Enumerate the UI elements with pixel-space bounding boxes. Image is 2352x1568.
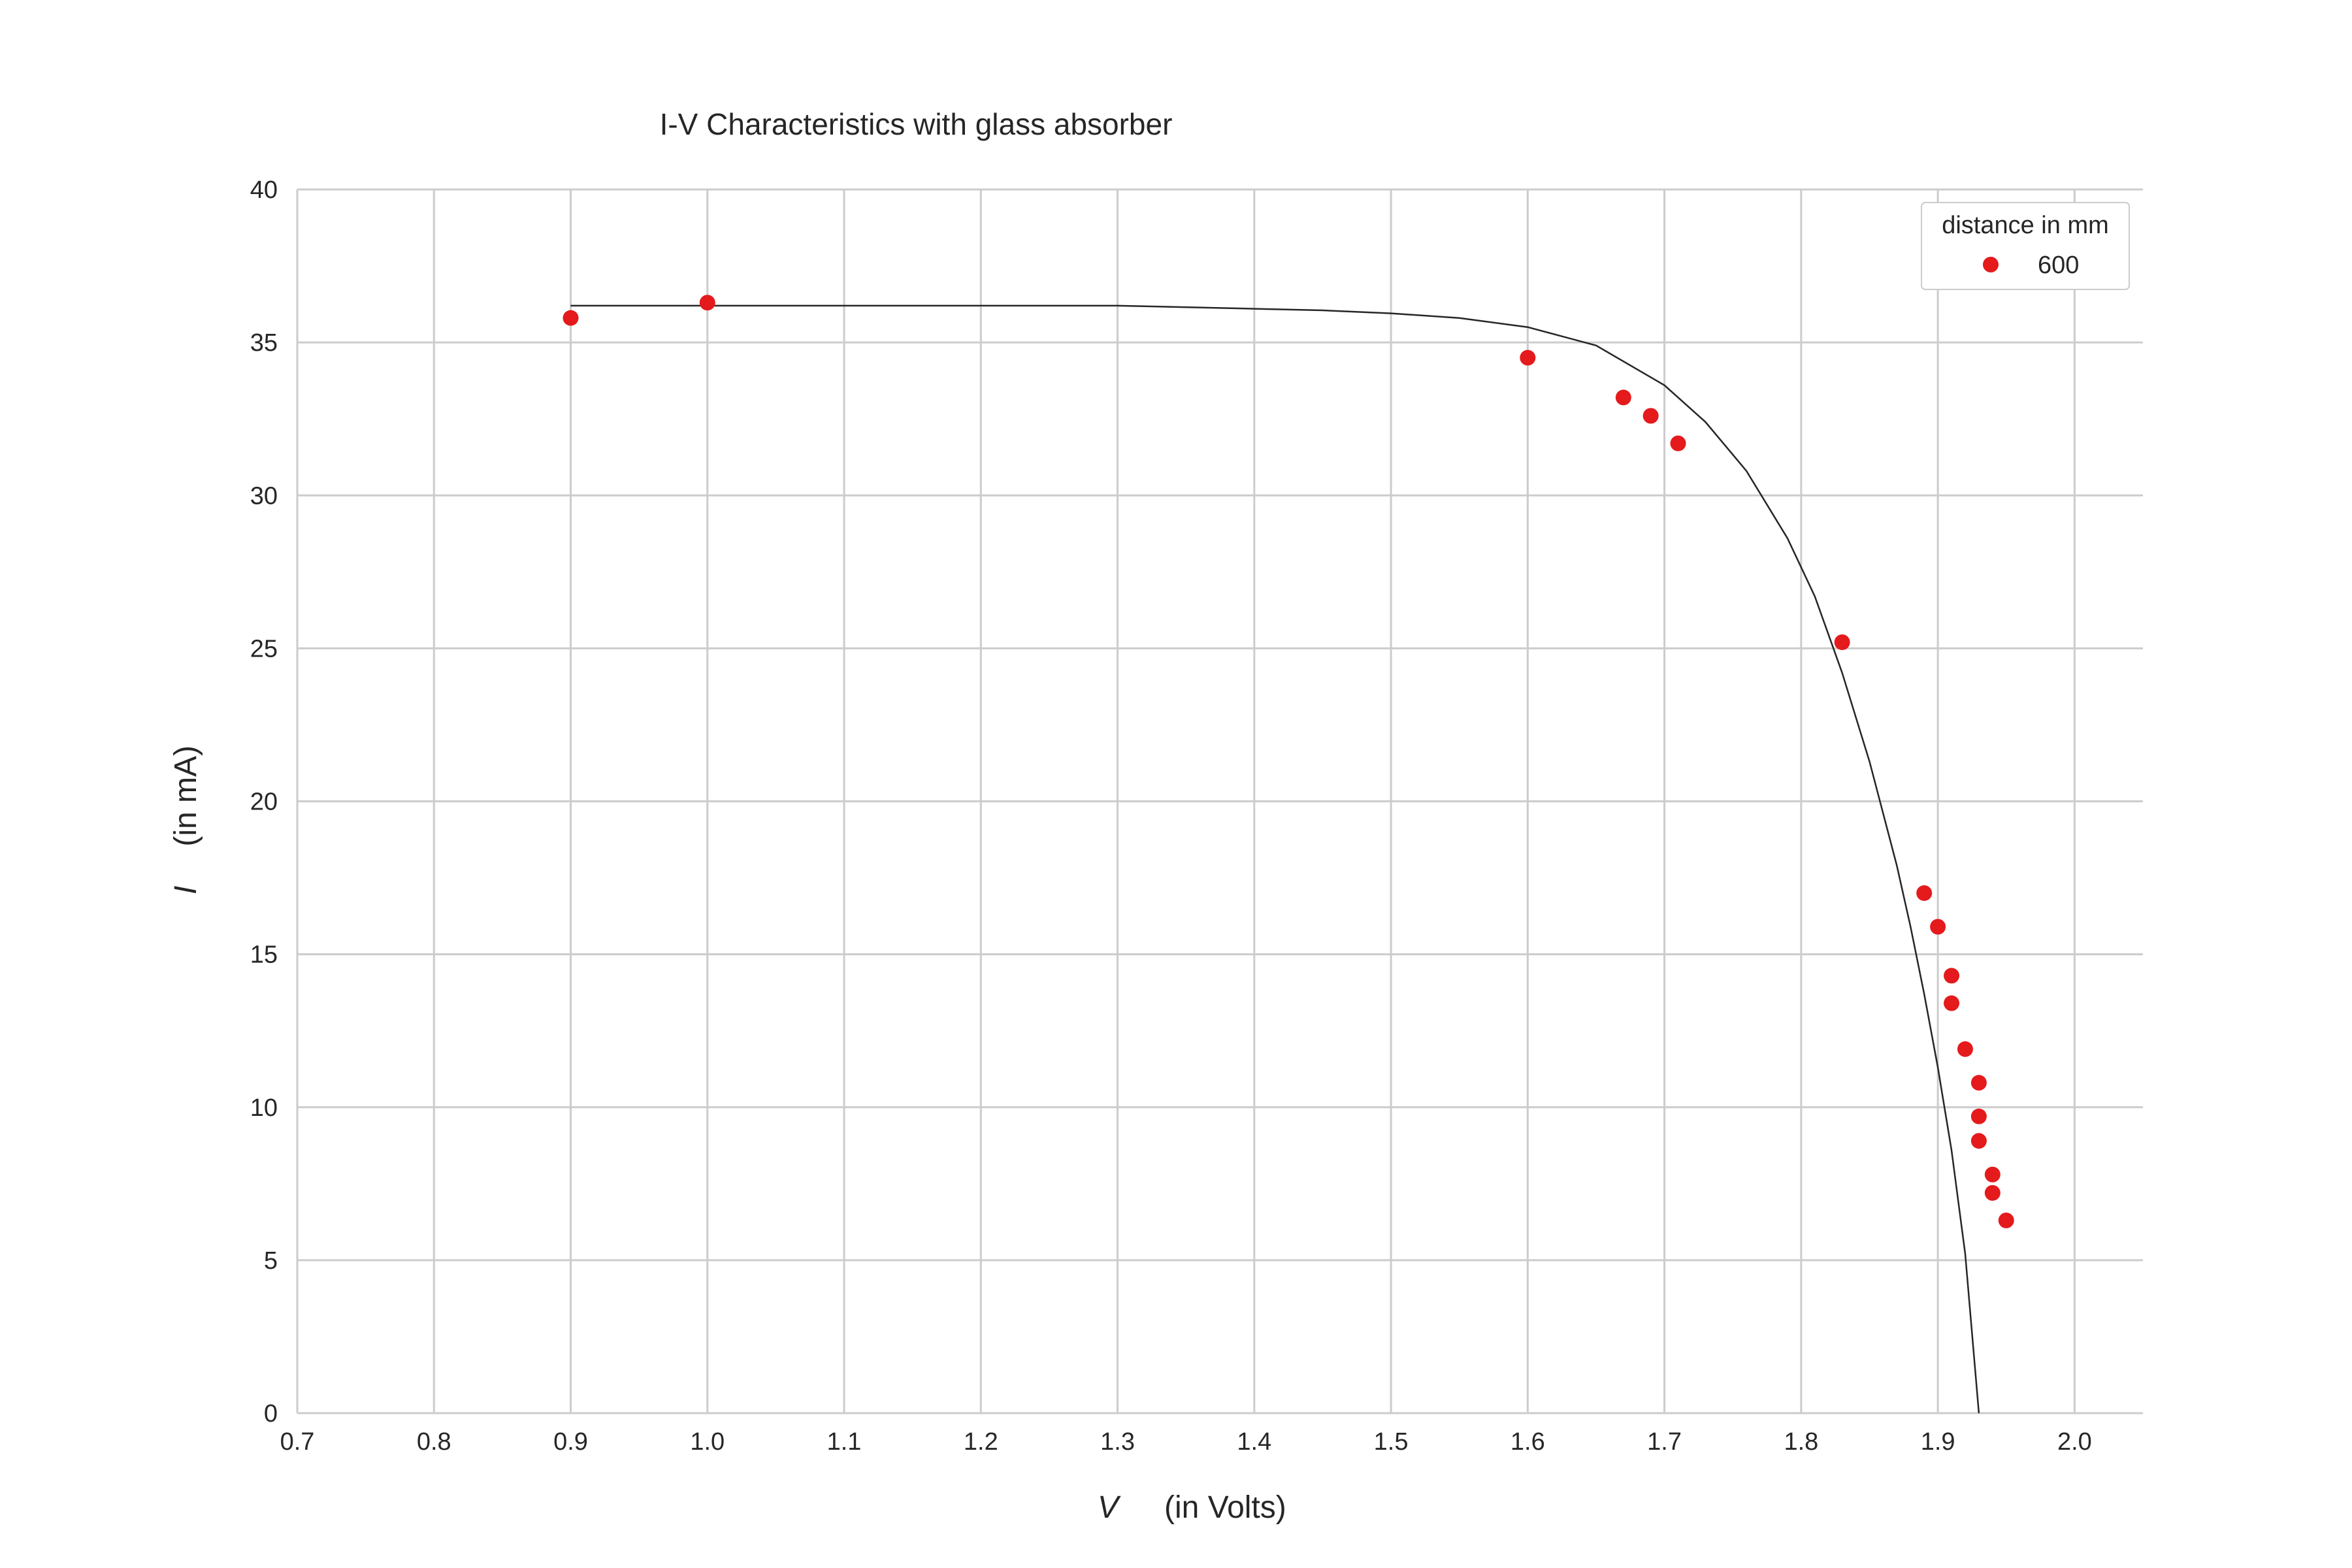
x-tick-label: 1.2: [964, 1428, 998, 1456]
data-point: [1642, 408, 1659, 424]
data-point: [1916, 885, 1933, 901]
data-points: [563, 295, 2014, 1229]
fit-curve-group: [570, 304, 1980, 1414]
y-tick-label: 35: [250, 329, 278, 357]
data-point: [563, 310, 579, 326]
data-point: [1970, 1108, 1987, 1124]
grid-lines: [297, 188, 2143, 1413]
data-point: [1984, 1184, 2001, 1201]
y-tick-label: 40: [250, 176, 278, 204]
x-tick-label: 1.4: [1237, 1428, 1271, 1456]
y-axis-unit: (in mA): [169, 745, 203, 847]
data-point: [1944, 995, 1960, 1011]
data-point: [1970, 1075, 1987, 1091]
x-tick-label: 1.7: [1647, 1428, 1682, 1456]
legend-title: distance in mm: [1942, 212, 2109, 239]
x-tick-label: 1.8: [1784, 1428, 1818, 1456]
x-tick-label: 0.9: [553, 1428, 588, 1456]
data-point: [699, 295, 715, 311]
chart-title: I-V Characteristics with glass absorber: [660, 107, 1173, 141]
y-tick-label: 25: [250, 635, 278, 662]
x-axis-variable: V: [1098, 1490, 1121, 1525]
x-tick-label: 1.3: [1100, 1428, 1135, 1456]
data-point: [1970, 1133, 1987, 1149]
x-tick-label: 2.0: [2057, 1428, 2092, 1456]
data-point: [1944, 968, 1960, 984]
data-point: [1984, 1166, 2001, 1183]
data-point: [1670, 435, 1686, 451]
y-tick-label: 10: [250, 1094, 278, 1122]
x-tick-label: 1.0: [690, 1428, 725, 1456]
x-tick-label: 1.9: [1921, 1428, 1955, 1456]
data-point: [1957, 1041, 1973, 1057]
y-tick-label: 30: [250, 482, 278, 510]
data-point: [1520, 350, 1536, 366]
x-axis-unit: (in Volts): [1164, 1490, 1286, 1525]
y-tick-label: 15: [250, 941, 278, 969]
y-tick-label: 20: [250, 789, 278, 816]
x-tick-label: 0.8: [417, 1428, 451, 1456]
data-point: [1930, 919, 1946, 935]
legend-label-600: 600: [2038, 252, 2079, 279]
y-tick-label: 5: [264, 1247, 278, 1275]
y-axis-label: I (in mA): [169, 745, 203, 894]
x-tick-label: 1.5: [1374, 1428, 1409, 1456]
x-tick-label: 1.6: [1511, 1428, 1545, 1456]
legend-box: [1921, 202, 2130, 290]
axes: [296, 189, 2143, 1414]
x-tick-label: 1.1: [827, 1428, 862, 1456]
x-axis-label: V (in Volts): [1098, 1490, 1286, 1525]
legend-marker-600: [1983, 257, 1999, 272]
data-point: [1998, 1213, 2014, 1229]
y-tick-label: 0: [264, 1400, 278, 1428]
data-point: [1615, 389, 1631, 406]
x-tick-label: 0.7: [280, 1428, 315, 1456]
y-tick-labels: 0 5 10 15 20 25 30 35 40: [250, 176, 278, 1428]
x-tick-labels: 0.7 0.8 0.9 1.0 1.1 1.2 1.3 1.4 1.5 1.6 1.7 1.8 1.9 2…: [280, 1428, 2092, 1456]
legend: distance in mm 600: [1921, 202, 2130, 290]
y-axis-variable: I: [169, 886, 203, 894]
fit-curve: [570, 304, 1980, 1414]
data-point: [1834, 634, 1850, 651]
